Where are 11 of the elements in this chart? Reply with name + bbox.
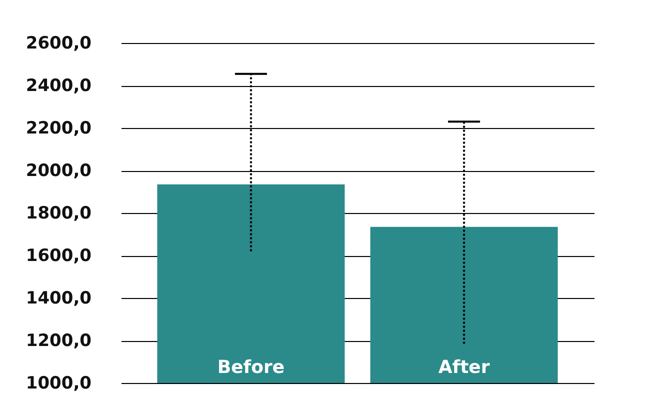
y-tick-label: 2200,0 (26, 118, 92, 138)
y-tick-label: 1800,0 (26, 204, 92, 224)
y-tick-label: 1400,0 (26, 288, 92, 308)
y-tick-label: 2000,0 (26, 161, 92, 181)
y-tick-label: 1000,0 (26, 374, 92, 394)
x-tick-label: After (438, 357, 490, 378)
y-tick-label: 2400,0 (26, 76, 92, 96)
y-tick-label: 2600,0 (26, 34, 92, 54)
y-tick-label: 1600,0 (26, 246, 92, 266)
x-tick-label: Before (217, 357, 285, 378)
y-tick-label: 1200,0 (26, 331, 92, 351)
